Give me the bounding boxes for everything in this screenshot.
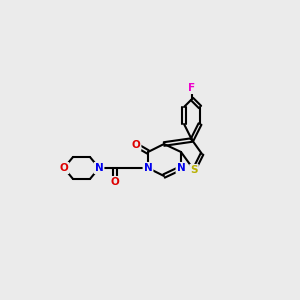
Text: O: O: [60, 163, 68, 173]
Text: S: S: [190, 165, 198, 175]
Text: N: N: [94, 163, 103, 173]
Text: O: O: [111, 177, 119, 187]
Text: N: N: [177, 163, 185, 173]
Text: O: O: [132, 140, 140, 150]
Text: N: N: [144, 163, 152, 173]
Text: F: F: [188, 83, 196, 93]
